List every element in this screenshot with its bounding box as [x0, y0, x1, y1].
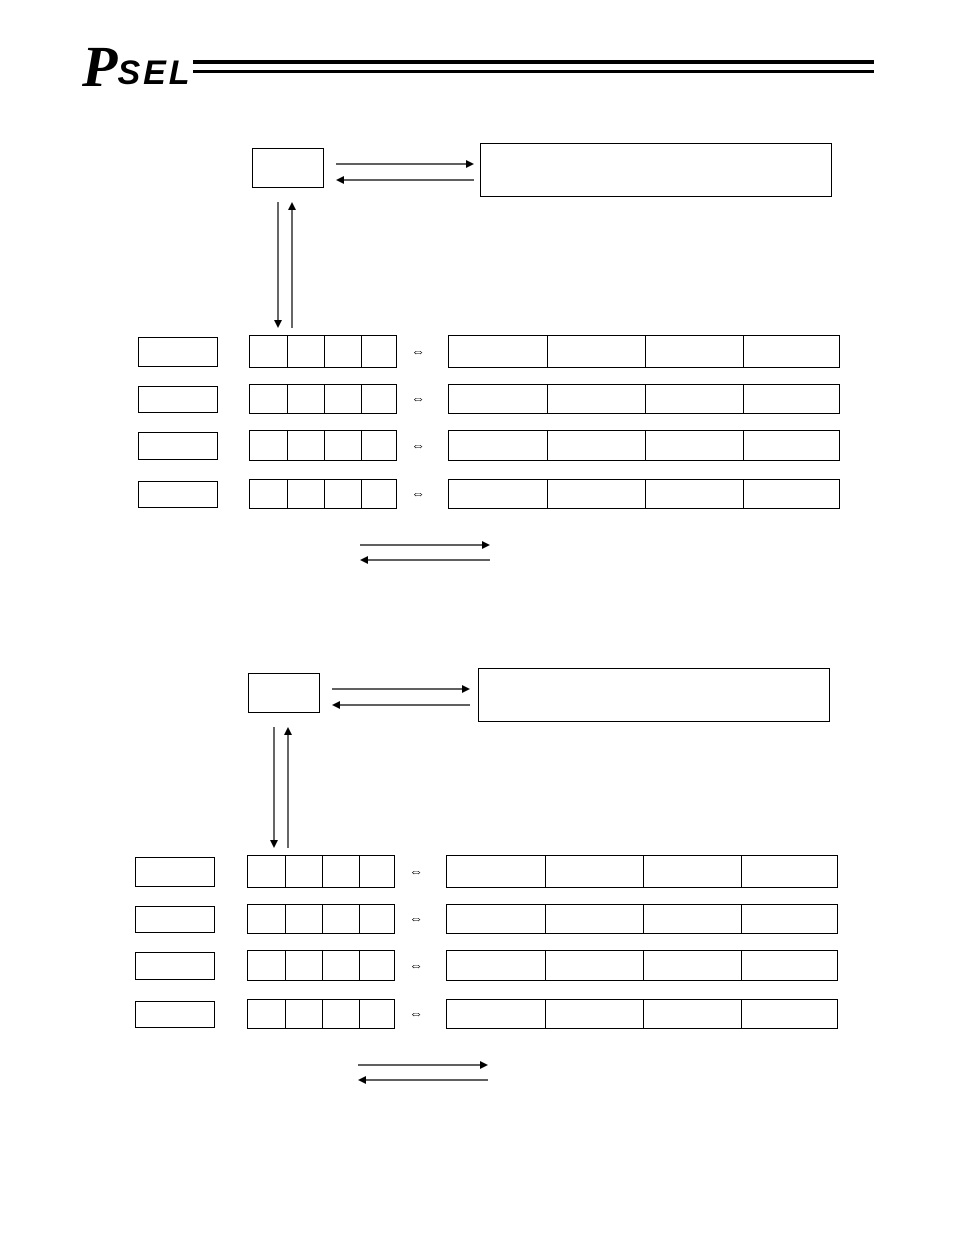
- section0-top-arrows: [336, 158, 474, 186]
- section1-row0-right-box-divider: [643, 856, 644, 887]
- section0-row2-right-box-divider: [645, 431, 646, 460]
- section1-row3-double-arrow-icon: ⇔: [409, 1006, 423, 1020]
- section0-row1-left-box: [138, 386, 218, 413]
- section0-vert-arrows: [272, 202, 306, 328]
- section1-row1-left-box: [135, 906, 215, 933]
- section0-row1-right-box-divider: [645, 385, 646, 413]
- section0-row2-right-box-divider: [547, 431, 548, 460]
- section1-top-right-box: [478, 668, 830, 722]
- section0-row3-mid-box-divider: [287, 480, 288, 508]
- section0-top-box: [252, 148, 324, 188]
- header-rule-thick: [193, 60, 874, 64]
- section0-row0-right-box-divider: [645, 336, 646, 367]
- section0-row0-mid-box: [249, 335, 397, 368]
- header-row: P SEL: [82, 38, 874, 88]
- section1-row0-right-box-divider: [741, 856, 742, 887]
- section1-row1-double-arrow-icon: ⇔: [409, 911, 423, 925]
- header-rules: [193, 60, 874, 78]
- section1-row1-mid-box: [247, 904, 395, 934]
- section1-row2-double-arrow-icon: ⇔: [409, 958, 423, 972]
- page: P SEL ⇔ ⇔ ⇔ ⇔ ⇔ ⇔ ⇔ ⇔: [0, 0, 954, 1235]
- section0-row2-double-arrow-icon: ⇔: [411, 438, 425, 452]
- section1-bottom-arrows: [358, 1059, 488, 1086]
- section1-top-arrows: [332, 683, 470, 711]
- section0-row1-double-arrow-icon: ⇔: [411, 391, 425, 405]
- section1-row0-mid-box-divider: [322, 856, 323, 887]
- section1-row3-mid-box-divider: [359, 1000, 360, 1028]
- section0-row2-right-box: [448, 430, 840, 461]
- section0-row1-right-box-divider: [743, 385, 744, 413]
- section1-top-box: [248, 673, 320, 713]
- section0-row0-mid-box-divider: [361, 336, 362, 367]
- section0-row2-mid-box-divider: [361, 431, 362, 460]
- section1-row1-right-box: [446, 904, 838, 934]
- section1-row1-right-box-divider: [545, 905, 546, 933]
- section1-row2-right-box-divider: [643, 951, 644, 980]
- section0-row1-mid-box-divider: [361, 385, 362, 413]
- section1-row3-right-box-divider: [741, 1000, 742, 1028]
- section0-row3-right-box-divider: [645, 480, 646, 508]
- section1-row0-mid-box-divider: [285, 856, 286, 887]
- section1-vert-arrows: [268, 727, 302, 848]
- logo-letter-p: P: [82, 38, 115, 96]
- section0-top-right-box: [480, 143, 832, 197]
- section1-row1-mid-box-divider: [359, 905, 360, 933]
- section0-row2-mid-box-divider: [287, 431, 288, 460]
- section1-row0-double-arrow-icon: ⇔: [409, 864, 423, 878]
- section1-row1-right-box-divider: [741, 905, 742, 933]
- section0-row1-right-box: [448, 384, 840, 414]
- section1-row2-left-box: [135, 952, 215, 980]
- section0-row0-mid-box-divider: [287, 336, 288, 367]
- section0-row0-mid-box-divider: [324, 336, 325, 367]
- section1-row0-left-box: [135, 857, 215, 887]
- section1-row3-right-box-divider: [545, 1000, 546, 1028]
- section1-row2-mid-box-divider: [322, 951, 323, 980]
- section0-row3-mid-box: [249, 479, 397, 509]
- section0-row2-left-box: [138, 432, 218, 460]
- section0-row1-mid-box: [249, 384, 397, 414]
- logo: P SEL: [82, 38, 193, 88]
- section0-row2-mid-box: [249, 430, 397, 461]
- section1-row2-right-box: [446, 950, 838, 981]
- section0-row3-mid-box-divider: [361, 480, 362, 508]
- section1-row0-right-box-divider: [545, 856, 546, 887]
- section1-row3-mid-box-divider: [285, 1000, 286, 1028]
- section1-row2-right-box-divider: [545, 951, 546, 980]
- section0-row3-right-box: [448, 479, 840, 509]
- section0-row1-mid-box-divider: [287, 385, 288, 413]
- section0-row3-right-box-divider: [547, 480, 548, 508]
- section0-row2-right-box-divider: [743, 431, 744, 460]
- section1-row3-right-box: [446, 999, 838, 1029]
- section1-row1-mid-box-divider: [322, 905, 323, 933]
- section1-row2-mid-box: [247, 950, 395, 981]
- section0-row1-mid-box-divider: [324, 385, 325, 413]
- section1-row3-right-box-divider: [643, 1000, 644, 1028]
- section0-row0-right-box-divider: [743, 336, 744, 367]
- section0-row0-double-arrow-icon: ⇔: [411, 344, 425, 358]
- section1-row2-mid-box-divider: [359, 951, 360, 980]
- section0-row3-mid-box-divider: [324, 480, 325, 508]
- section1-row1-mid-box-divider: [285, 905, 286, 933]
- section0-row2-mid-box-divider: [324, 431, 325, 460]
- section0-row0-right-box: [448, 335, 840, 368]
- section0-row0-right-box-divider: [547, 336, 548, 367]
- section1-row0-mid-box-divider: [359, 856, 360, 887]
- section0-bottom-arrows: [360, 539, 490, 566]
- section0-row0-left-box: [138, 337, 218, 367]
- section0-row3-double-arrow-icon: ⇔: [411, 486, 425, 500]
- section0-row3-right-box-divider: [743, 480, 744, 508]
- section1-row0-mid-box: [247, 855, 395, 888]
- section0-row1-right-box-divider: [547, 385, 548, 413]
- section1-row2-mid-box-divider: [285, 951, 286, 980]
- section1-row3-mid-box: [247, 999, 395, 1029]
- section1-row3-left-box: [135, 1001, 215, 1028]
- logo-letters-sel: SEL: [117, 54, 192, 93]
- header-rule-thin: [193, 70, 874, 73]
- section1-row2-right-box-divider: [741, 951, 742, 980]
- section1-row3-mid-box-divider: [322, 1000, 323, 1028]
- section0-row3-left-box: [138, 481, 218, 508]
- section1-row0-right-box: [446, 855, 838, 888]
- section1-row1-right-box-divider: [643, 905, 644, 933]
